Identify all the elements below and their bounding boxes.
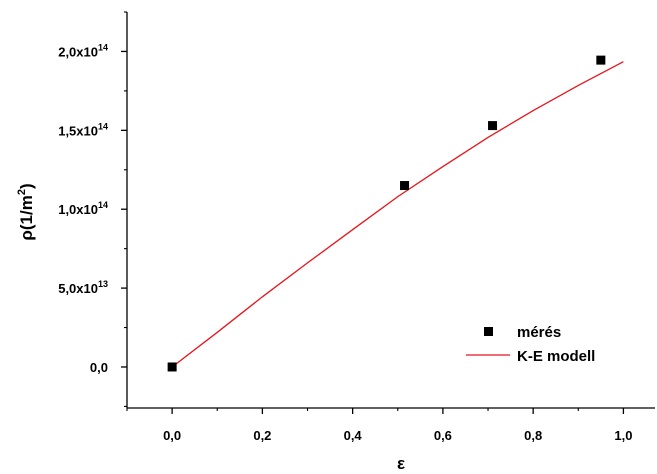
meres-point-3: [596, 55, 606, 65]
y-tick-label-base-2: 1,0x10: [58, 202, 98, 217]
x-tick-label-3: 0,6: [434, 428, 452, 443]
y-tick-label-1: 5,0x1013: [58, 279, 108, 296]
x-tick-label-1: 0,2: [253, 428, 271, 443]
y-tick-label-4: 2,0x1014: [58, 42, 108, 59]
x-tick-label-2: 0,4: [344, 428, 363, 443]
y-tick-label-base-3: 1,5x10: [58, 123, 98, 138]
y-axis-label: ρ(1/m2): [16, 183, 36, 240]
y-tick-label-exp-2: 14: [98, 200, 108, 210]
legend-marker-meres: [484, 327, 493, 336]
x-axis-label: ε: [397, 454, 405, 473]
legend: mérés K-E modell: [466, 324, 595, 365]
y-tick-label-0: 0,0: [90, 360, 108, 375]
y-tick-label-base-0: 0,0: [90, 360, 108, 375]
y-tick-label-exp-3: 14: [98, 121, 108, 131]
y-tick-label-exp-1: 13: [98, 279, 108, 289]
legend-label-meres: mérés: [517, 324, 561, 341]
y-tick-label-base-4: 2,0x10: [58, 44, 98, 59]
y-tick-label-base-1: 5,0x10: [58, 281, 98, 296]
plot-frame: [126, 12, 655, 409]
y-tick-label-exp-4: 14: [98, 42, 108, 52]
meres-point-2: [488, 121, 498, 131]
x-axis-ticks: 0,0 0,2 0,4 0,6 0,8 1,0: [126, 408, 632, 443]
legend-label-ke-modell: K-E modell: [517, 348, 595, 365]
x-tick-label-4: 0,8: [524, 428, 542, 443]
meres-point-0: [167, 362, 177, 372]
meres-point-1: [400, 181, 410, 191]
x-tick-label-0: 0,0: [163, 428, 181, 443]
y-tick-label-2: 1,0x1014: [58, 200, 108, 217]
y-axis-label-base: ρ(1/m: [17, 195, 36, 240]
y-axis-label-sup: 2: [16, 189, 28, 195]
y-axis-label-end: ): [17, 183, 36, 189]
x-tick-label-5: 1,0: [614, 428, 632, 443]
ke-modell-line: [171, 61, 624, 368]
series-layer: [167, 55, 624, 372]
y-tick-label-3: 1,5x1014: [58, 121, 108, 138]
